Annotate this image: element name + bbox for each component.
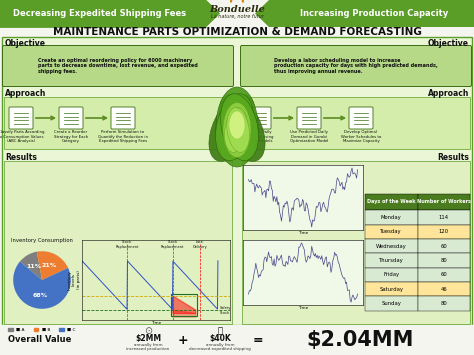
Text: Create a Reorder
Strategy for Each
Category: Create a Reorder Strategy for Each Categ…	[54, 130, 88, 143]
Text: Results: Results	[5, 153, 37, 162]
Polygon shape	[242, 97, 470, 149]
Polygon shape	[4, 97, 232, 149]
Polygon shape	[2, 37, 472, 325]
Text: Use Predicted Daily
Demand in Gurobi
Optimization Model: Use Predicted Daily Demand in Gurobi Opt…	[290, 130, 328, 143]
Text: 🚛: 🚛	[218, 327, 222, 335]
Text: Predict Daily
Demand using
ARIMA Models: Predict Daily Demand using ARIMA Models	[245, 130, 273, 143]
FancyBboxPatch shape	[9, 107, 33, 129]
FancyBboxPatch shape	[297, 107, 321, 129]
Polygon shape	[4, 161, 232, 324]
Text: ⊙: ⊙	[144, 326, 152, 336]
Text: 68%: 68%	[32, 293, 47, 298]
Polygon shape	[0, 325, 474, 355]
Text: Bonduelle: Bonduelle	[209, 5, 265, 14]
FancyBboxPatch shape	[349, 107, 373, 129]
Wedge shape	[20, 252, 42, 280]
FancyBboxPatch shape	[111, 107, 135, 129]
Text: Develop Optimal
Worker Schedules to
Maximize Capacity: Develop Optimal Worker Schedules to Maxi…	[341, 130, 381, 143]
Text: +: +	[178, 333, 188, 346]
Ellipse shape	[216, 94, 254, 161]
Text: $40K: $40K	[209, 334, 231, 344]
FancyBboxPatch shape	[59, 107, 83, 129]
Text: Results: Results	[437, 153, 469, 162]
Text: Increasing Production Capacity: Increasing Production Capacity	[300, 9, 448, 18]
Text: $2MM: $2MM	[135, 334, 161, 344]
Text: Safety
Stock: Safety Stock	[219, 306, 231, 315]
X-axis label: Time: Time	[298, 231, 308, 235]
Polygon shape	[255, 0, 474, 27]
Polygon shape	[242, 161, 470, 324]
Polygon shape	[0, 0, 219, 27]
FancyBboxPatch shape	[2, 45, 234, 87]
Text: Objective: Objective	[428, 39, 469, 48]
X-axis label: Time: Time	[298, 306, 308, 310]
Ellipse shape	[209, 94, 255, 162]
Ellipse shape	[220, 94, 258, 161]
Y-axis label: Inventory
Levels
(in parts): Inventory Levels (in parts)	[67, 270, 81, 290]
Text: MAINTENANCE PARTS OPTIMIZATION & DEMAND FORECASTING: MAINTENANCE PARTS OPTIMIZATION & DEMAND …	[53, 27, 421, 37]
Ellipse shape	[223, 103, 251, 158]
Polygon shape	[0, 0, 474, 27]
Text: Approach: Approach	[5, 89, 46, 98]
Text: annually from
decreased expedited shipping: annually from decreased expedited shippi…	[189, 343, 251, 351]
Text: La nature, notre futur: La nature, notre futur	[210, 14, 264, 19]
Text: Develop a labor scheduling model to increase
production capacity for days with h: Develop a labor scheduling model to incr…	[274, 58, 438, 74]
Text: $2.04MM: $2.04MM	[306, 330, 414, 350]
Polygon shape	[0, 0, 219, 27]
Ellipse shape	[229, 111, 245, 139]
Legend: ■ A, ■ B, ■ C: ■ A, ■ B, ■ C	[7, 326, 77, 334]
Text: 11%: 11%	[27, 264, 42, 269]
Text: Objective: Objective	[5, 39, 46, 48]
Text: Create an optimal reordering policy for 6000 machinery
parts to decrease downtim: Create an optimal reordering policy for …	[38, 58, 198, 74]
FancyBboxPatch shape	[247, 107, 271, 129]
Text: Classify Parts According
to Consumption Values
(ABC Analysis): Classify Parts According to Consumption …	[0, 130, 44, 143]
Ellipse shape	[216, 87, 258, 167]
Ellipse shape	[219, 94, 265, 162]
Text: Approach: Approach	[428, 89, 469, 98]
Text: Perform Simulation to
Quantify the Reduction in
Expedited Shipping Fees: Perform Simulation to Quantify the Reduc…	[98, 130, 148, 143]
Ellipse shape	[227, 108, 249, 152]
Text: =: =	[253, 333, 264, 346]
Wedge shape	[37, 251, 68, 280]
X-axis label: Time: Time	[151, 321, 161, 326]
Polygon shape	[0, 0, 219, 27]
Text: Stock
Replacement: Stock Replacement	[161, 240, 184, 249]
Ellipse shape	[225, 108, 247, 152]
Text: 21%: 21%	[42, 263, 57, 268]
Text: Overall Value: Overall Value	[8, 335, 72, 344]
Text: Decreasing Expedited Shipping Fees: Decreasing Expedited Shipping Fees	[13, 9, 187, 18]
Text: annually from
increased production: annually from increased production	[127, 343, 170, 351]
Text: Late
Delivery: Late Delivery	[192, 240, 207, 249]
Title: Inventory Consumption: Inventory Consumption	[11, 238, 73, 243]
FancyBboxPatch shape	[240, 45, 472, 87]
Text: Stock
Replacement: Stock Replacement	[116, 240, 139, 249]
Wedge shape	[13, 262, 71, 309]
